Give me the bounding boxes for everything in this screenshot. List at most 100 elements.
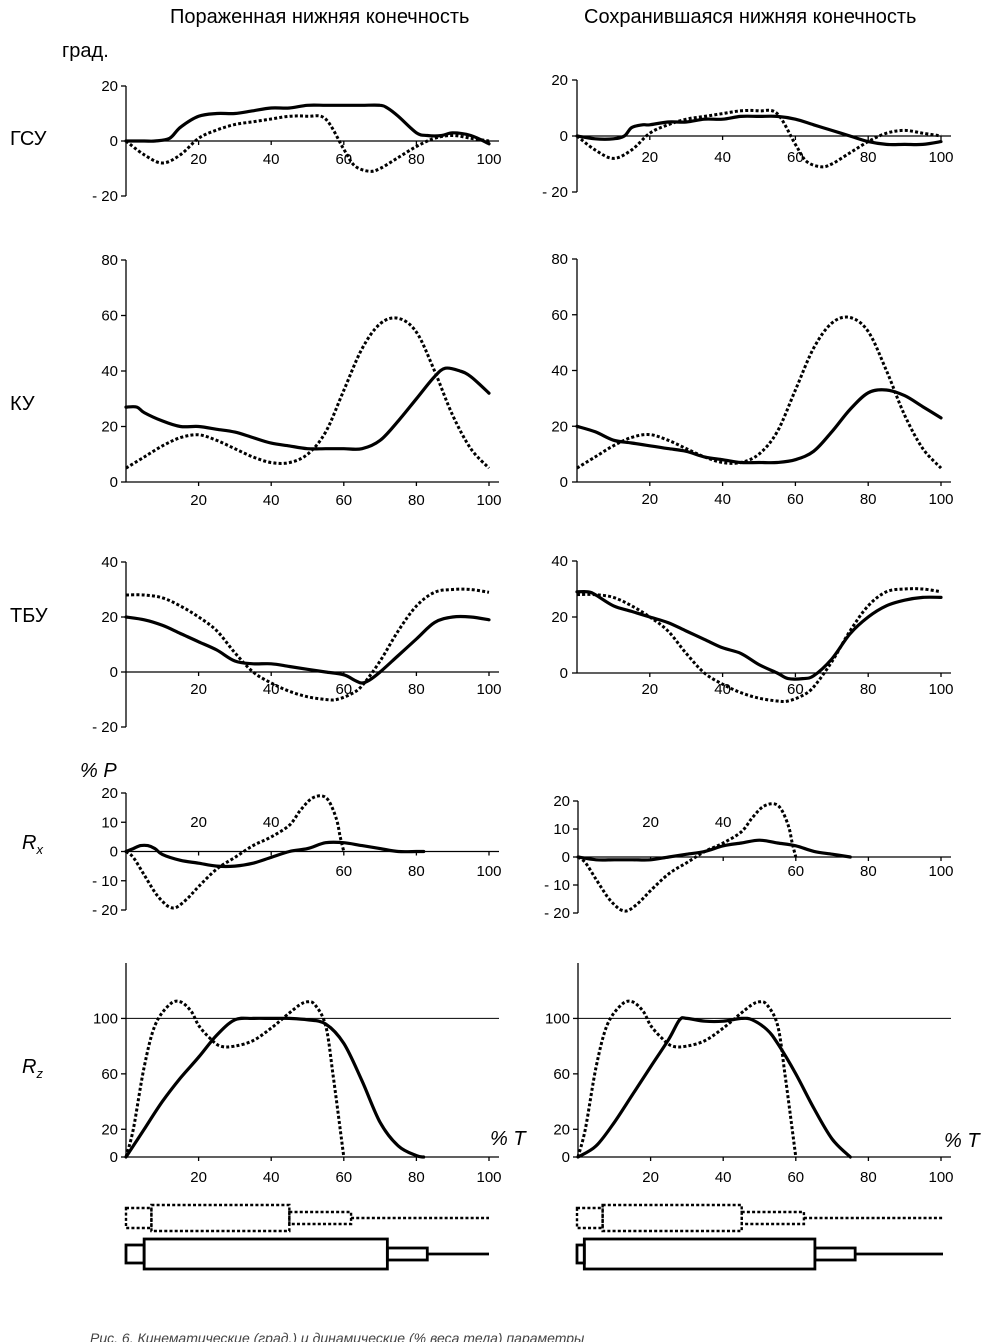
series-norm-line (125, 794, 346, 910)
y-tick-label: 40 (551, 363, 568, 380)
x-tick-label: 100 (928, 681, 953, 698)
y-tick-label: - 20 (542, 184, 568, 201)
series-norm-line (125, 587, 490, 702)
x-tick-label: 40 (263, 492, 280, 509)
x-tick-label: 20 (190, 151, 207, 168)
phase-bars (124, 1203, 943, 1271)
series-patient-line (124, 840, 426, 869)
solid-phase-segment (813, 1246, 857, 1262)
y-tick-label: 100 (545, 1010, 570, 1027)
series-norm-line (125, 114, 490, 173)
header-healthy-limb: Сохранившаяся нижняя конечность (584, 6, 917, 28)
y-tick-label: - 20 (544, 905, 570, 922)
solid-phase-segment (142, 1237, 389, 1271)
y-tick-label: 20 (551, 418, 568, 435)
solid-phase-segment (385, 1246, 429, 1262)
series-norm-line (576, 315, 943, 470)
x-tick-label: 60 (787, 681, 804, 698)
chart-gsu-right: 20 0 - 20 20 40 60 80 100 (542, 72, 953, 201)
y-tick-label: 80 (551, 251, 568, 268)
x-tick-label: 100 (928, 149, 953, 166)
y-tick-label: - 20 (92, 188, 118, 205)
y-tick-label: 20 (551, 72, 568, 89)
phase-bars-right (575, 1203, 943, 1271)
chart-rz-right: 100 60 20 0 20 40 60 80 100 (545, 963, 954, 1186)
x-tick-label: 60 (335, 681, 352, 698)
y-tick-label: 60 (101, 308, 118, 325)
row-label-rz: Rz (22, 1056, 43, 1081)
x-tick-label: 20 (642, 814, 659, 831)
header-affected-limb: Пораженная нижняя конечность (170, 6, 470, 28)
figure-caption: Рис. 6. Кинематические (град.) и динамич… (90, 1330, 585, 1342)
chart-tbu-left: 40 20 0 - 20 20 40 60 80 100 (92, 554, 501, 736)
x-tick-label: 20 (190, 814, 207, 831)
x-tick-label: 60 (787, 863, 804, 880)
x-tick-label: 20 (190, 492, 207, 509)
x-tick-label: 100 (928, 863, 953, 880)
y-tick-label: 0 (110, 133, 118, 150)
y-tick-label: 20 (553, 793, 570, 810)
x-tick-label: 40 (715, 1169, 732, 1186)
row-label-tbu: ТБУ (10, 605, 48, 627)
x-tick-label: 80 (408, 681, 425, 698)
x-tick-label: 20 (641, 149, 658, 166)
solid-phase-segment (582, 1237, 817, 1271)
y-tick-label: 100 (93, 1010, 118, 1027)
x-tick-label: 20 (641, 491, 658, 508)
x-tick-label: 60 (787, 149, 804, 166)
phase-bars-left (124, 1203, 489, 1271)
y-tick-label: 20 (551, 609, 568, 626)
x-tick-label: 80 (860, 149, 877, 166)
x-tick-label: 40 (263, 1169, 280, 1186)
y-tick-label: 80 (101, 252, 118, 269)
series-norm-line (576, 587, 942, 704)
y-tick-label: 20 (101, 419, 118, 436)
x-tick-label: 100 (928, 1169, 953, 1186)
y-tick-label: - 10 (544, 877, 570, 894)
x-tick-label: 60 (335, 1169, 352, 1186)
x-tick-label: 20 (642, 1169, 659, 1186)
series-norm-line (576, 108, 942, 169)
y-tick-label: 60 (553, 1066, 570, 1083)
x-tick-label: 40 (263, 681, 280, 698)
series-norm-line (125, 316, 491, 470)
x-tick-label: 40 (715, 814, 732, 831)
y-tick-label: 0 (562, 1149, 570, 1166)
series-norm-line (124, 999, 346, 1158)
dotted-phase-segment (740, 1210, 806, 1226)
y-tick-label: 60 (101, 1066, 118, 1083)
dotted-phase-segment (575, 1206, 604, 1230)
row-label-rx: Rx (22, 832, 43, 857)
chart-rz-left: 100 60 20 0 20 40 60 80 100 (93, 963, 502, 1186)
series-patient-line (124, 1016, 426, 1159)
unit-percent-t-left: % T (490, 1128, 527, 1150)
x-tick-label: 60 (335, 863, 352, 880)
x-tick-label: 100 (476, 1169, 501, 1186)
y-tick-label: 0 (110, 1149, 118, 1166)
x-tick-label: 60 (787, 491, 804, 508)
series-norm-line (577, 802, 798, 913)
unit-degrees-label: град. (62, 40, 109, 62)
row-label-gsu: ГСУ (10, 128, 47, 150)
x-tick-label: 80 (860, 1169, 877, 1186)
rz-symbol: R (22, 1056, 37, 1078)
dotted-phase-segment (601, 1203, 743, 1233)
rx-symbol: R (22, 832, 37, 854)
x-tick-label: 100 (476, 863, 501, 880)
x-tick-label: 80 (408, 151, 425, 168)
x-tick-label: 40 (714, 149, 731, 166)
chart-ku-right: 80 60 40 20 0 20 40 60 80 100 (551, 251, 953, 508)
x-tick-label: 80 (408, 1169, 425, 1186)
x-tick-label: 20 (190, 1169, 207, 1186)
y-tick-label: 0 (110, 844, 118, 861)
y-tick-label: - 10 (92, 873, 118, 890)
y-tick-label: 10 (101, 814, 118, 831)
y-tick-label: 0 (560, 128, 568, 145)
y-tick-label: 20 (101, 1121, 118, 1138)
x-tick-label: 80 (408, 863, 425, 880)
